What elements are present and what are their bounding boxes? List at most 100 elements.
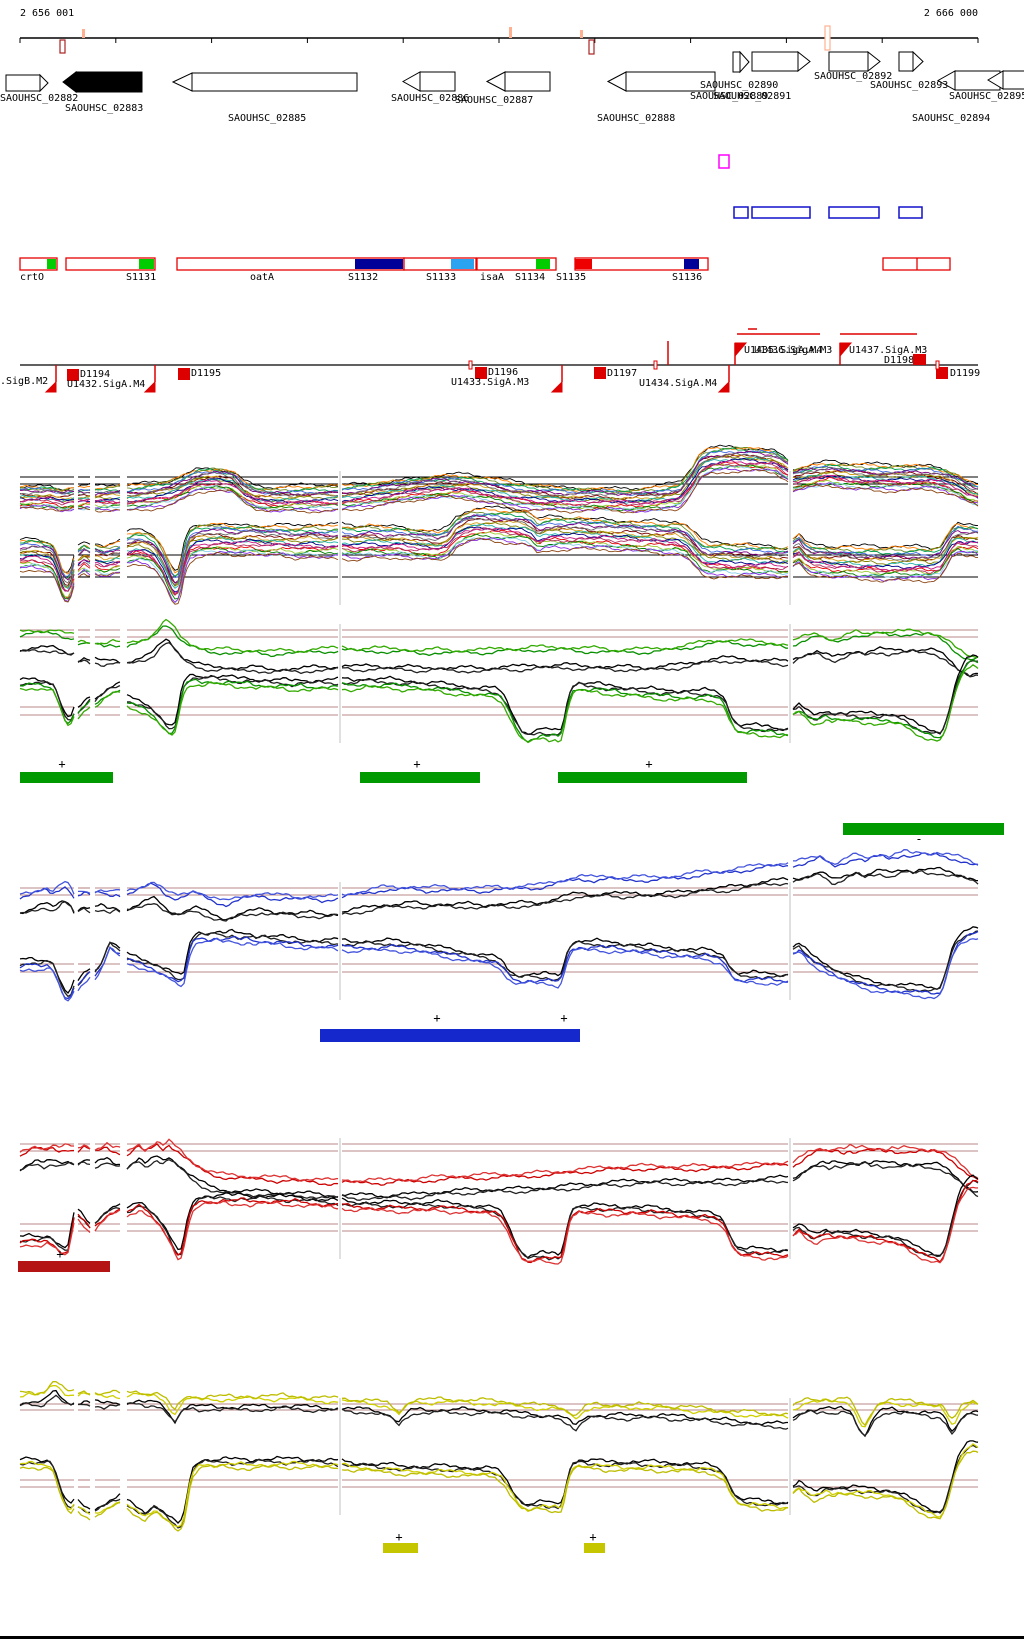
gene-arrow-head[interactable]: [867, 50, 881, 73]
enriched-segment-bar[interactable]: [383, 1543, 418, 1553]
feature-label: U1434.SigA.M4: [639, 378, 717, 389]
enriched-segment-bar[interactable]: [843, 823, 1004, 835]
enriched-segment-bar[interactable]: [360, 772, 480, 783]
enriched-segment-bar[interactable]: [320, 1029, 580, 1042]
expression-curve: [19, 527, 979, 594]
enriched-segment-bar[interactable]: [558, 772, 747, 783]
gene-arrow-head[interactable]: [401, 71, 421, 92]
segment-label: S1133: [426, 272, 456, 283]
feature-label: D1196: [488, 367, 518, 378]
expression-curve: [19, 517, 979, 586]
strand-sign: +: [56, 1247, 63, 1261]
gene-arrow-head[interactable]: [936, 70, 956, 91]
expression-curve: [19, 937, 979, 1002]
segment-box[interactable]: [65, 257, 156, 271]
gene-arrow-head[interactable]: [485, 71, 506, 92]
gene-arrow-head[interactable]: [912, 50, 924, 73]
expression-curve: [19, 462, 979, 507]
ruler-mark: [59, 39, 66, 54]
enriched-segment-bar[interactable]: [20, 772, 113, 783]
blue-box[interactable]: [898, 206, 923, 219]
strand-sign: +: [589, 1530, 596, 1544]
segment-label: isaA: [480, 272, 504, 283]
expression-curve: [19, 849, 979, 901]
expression-curve: [19, 512, 979, 579]
feature-label: U1437.SigA.M3: [849, 345, 927, 356]
gene-arrow-body[interactable]: [751, 51, 799, 72]
gene-arrow-head[interactable]: [39, 73, 49, 93]
gene-arrow-head[interactable]: [797, 50, 811, 73]
regulatory-boxes: [718, 154, 923, 219]
gene-arrow-head[interactable]: [606, 71, 627, 92]
flag-triangle[interactable]: [839, 342, 853, 358]
expression-track-yellow-condition: + +: [19, 1380, 979, 1553]
gene-arrow-body[interactable]: [898, 51, 914, 72]
expression-curve: [19, 1179, 979, 1264]
feature-label: D1195: [191, 368, 221, 379]
gene-arrow-body[interactable]: [75, 71, 143, 93]
gene-arrow-body[interactable]: [5, 74, 41, 92]
gene-arrow-body[interactable]: [828, 51, 869, 72]
gene-arrow-body[interactable]: [191, 72, 358, 92]
gene-label: SAOUHSC_02890: [700, 80, 778, 91]
expression-curve: [19, 1186, 979, 1265]
expression-curve: [19, 537, 978, 605]
gene-arrow-head[interactable]: [62, 70, 77, 94]
magenta-box[interactable]: [718, 154, 730, 169]
red-tick: [468, 360, 473, 370]
flag-triangle[interactable]: [143, 380, 156, 393]
expression-track-blue-condition: + +: [19, 849, 979, 1042]
feature-label: .SigB.M2: [0, 376, 48, 387]
gene-arrow-body[interactable]: [1002, 70, 1024, 90]
ruler-mark: [588, 39, 595, 55]
strand-sign: +: [560, 1011, 567, 1025]
ruler: [19, 25, 979, 55]
segment-fill: [451, 259, 474, 269]
gene-arrow-body[interactable]: [732, 51, 741, 73]
blue-box[interactable]: [733, 206, 749, 219]
flag-triangle[interactable]: [734, 342, 748, 358]
segment-label: S1134: [515, 272, 545, 283]
expression-curve: [19, 1443, 979, 1528]
gene-label: SAOUHSC_02894: [912, 113, 990, 124]
expression-curve: [19, 1444, 978, 1529]
gene-arrow-body[interactable]: [504, 71, 551, 92]
gene-label: SAOUHSC_02895: [949, 91, 1024, 102]
blue-box[interactable]: [828, 206, 880, 219]
feature-square[interactable]: [594, 367, 606, 379]
expression-track-all-conditions: [19, 444, 979, 605]
expression-curve: [19, 465, 979, 512]
feature-square[interactable]: [475, 367, 487, 379]
expression-curve: [19, 1394, 979, 1437]
gene-label: SAOUHSC_02885: [228, 113, 306, 124]
gene-arrow-head[interactable]: [739, 50, 750, 74]
gene-arrow-body[interactable]: [419, 71, 456, 92]
flag-triangle[interactable]: [717, 380, 730, 393]
gene-arrow-head[interactable]: [987, 70, 1004, 90]
strand-sign: +: [413, 757, 420, 771]
bottom-border-line: [0, 1636, 1024, 1639]
expression-curve: [19, 1143, 979, 1186]
feature-label: D1194: [80, 369, 110, 380]
expression-curve: [19, 514, 979, 584]
expression-curve: [19, 1158, 979, 1201]
ruler-mark: [580, 30, 583, 38]
expression-curve: [19, 1138, 979, 1184]
blue-box[interactable]: [751, 206, 811, 219]
footer: [0, 1636, 1024, 1639]
feature-square[interactable]: [936, 367, 948, 379]
enriched-segment-bar[interactable]: [584, 1543, 605, 1553]
strand-sign: +: [645, 757, 652, 771]
feature-square[interactable]: [67, 369, 79, 381]
flag-triangle[interactable]: [44, 380, 57, 393]
expression-curve: [19, 523, 979, 590]
flag-triangle[interactable]: [550, 380, 563, 393]
expression-curve: [19, 926, 979, 994]
feature-square[interactable]: [913, 354, 926, 365]
feature-square[interactable]: [178, 368, 190, 380]
expression-curve: [19, 618, 979, 659]
enriched-segment-bar[interactable]: [18, 1261, 110, 1272]
gene-arrow-head[interactable]: [171, 72, 193, 92]
